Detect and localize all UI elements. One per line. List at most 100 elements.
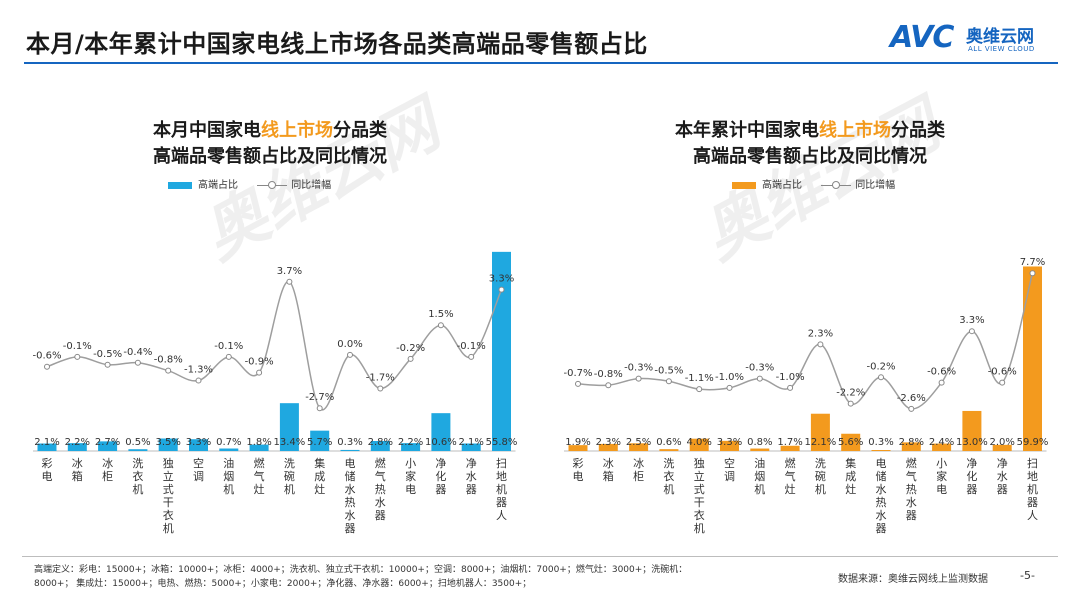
category-label: 小家电 xyxy=(936,457,947,496)
legend-line-swatch xyxy=(821,180,852,190)
bar-label: 2.1% xyxy=(458,437,483,448)
yoy-label: -1.7% xyxy=(366,372,395,383)
bar-冰箱 xyxy=(67,443,87,451)
yoy-point xyxy=(74,353,81,360)
category-label: 独立式干衣机 xyxy=(163,457,174,535)
bar-label: 2.1% xyxy=(34,437,59,448)
category-label: 电储水热水器 xyxy=(345,457,356,535)
left-title-post: 分品类 xyxy=(333,120,387,141)
bar-燃气灶 xyxy=(780,445,800,451)
yoy-label: -0.6% xyxy=(988,367,1017,378)
bar-label: 5.7% xyxy=(307,437,332,448)
category-label: 洗衣机 xyxy=(663,457,674,496)
high-end-definition-note: 高端定义：彩电：15000+；冰箱：10000+；冰柜：4000+；洗衣机、独立… xyxy=(34,565,688,589)
yoy-point xyxy=(498,286,505,293)
legend-line-label: 同比增幅 xyxy=(855,180,896,191)
category-label: 冰箱 xyxy=(603,457,614,483)
yoy-point xyxy=(407,355,414,362)
yoy-label: 7.7% xyxy=(1020,257,1045,268)
bar-燃气灶 xyxy=(249,444,269,451)
yoy-point xyxy=(847,400,854,407)
yoy-point xyxy=(817,341,824,348)
category-label: 净水器 xyxy=(466,456,477,496)
yoy-label: -1.0% xyxy=(776,372,805,383)
bar-label: 2.8% xyxy=(368,437,393,448)
left-title-line2: 高端品零售额占比及同比情况 xyxy=(153,146,387,167)
category-label: 洗衣机 xyxy=(132,457,143,496)
yoy-point xyxy=(347,351,353,358)
avc-logo: AVC 奥维云网 ALL VIEW CLOUD xyxy=(890,20,1060,60)
bar-label: 1.7% xyxy=(777,437,802,448)
category-label: 冰箱 xyxy=(72,457,83,483)
yoy-label: -0.1% xyxy=(214,341,243,352)
bar-集成灶 xyxy=(841,433,861,451)
legend-bar-swatch xyxy=(168,181,192,189)
yoy-label: -2.7% xyxy=(305,392,334,403)
category-label: 彩电 xyxy=(573,457,584,483)
bar-label: 0.3% xyxy=(868,437,893,448)
bar-洗碗机 xyxy=(279,403,299,451)
bar-label: 10.6% xyxy=(425,437,457,448)
bar-冰柜 xyxy=(629,443,649,451)
yoy-point xyxy=(726,384,733,391)
yoy-label: -0.6% xyxy=(927,367,956,378)
left-chart-title: 本月中国家电线上市场分品类 高端品零售额占比及同比情况 xyxy=(80,118,460,170)
category-label: 燃气灶 xyxy=(254,456,265,496)
yoy-point xyxy=(256,369,263,376)
logo-name-cn: 奥维云网 xyxy=(966,27,1034,47)
bar-label: 12.1% xyxy=(805,437,837,448)
bar-label: 4.0% xyxy=(686,437,711,448)
category-label: 洗碗机 xyxy=(815,457,826,496)
bar-label: 5.6% xyxy=(838,437,863,448)
bar-label: 2.2% xyxy=(398,437,423,448)
yoy-point xyxy=(134,359,141,366)
legend-bar-label: 高端占比 xyxy=(198,180,238,191)
bar-净化器 xyxy=(962,410,982,451)
yoy-label: -0.5% xyxy=(93,349,122,360)
bar-label: 59.9% xyxy=(1017,437,1049,448)
category-label: 集成灶 xyxy=(845,456,856,496)
category-label: 冰柜 xyxy=(633,457,644,483)
bar-label: 13.0% xyxy=(956,437,988,448)
bar-洗衣机 xyxy=(659,449,679,451)
yoy-point xyxy=(908,405,915,412)
bar-洗衣机 xyxy=(128,449,148,451)
yoy-label: 3.3% xyxy=(489,274,514,285)
yoy-point xyxy=(1029,270,1036,277)
left-title-pre: 本月中国家电 xyxy=(153,120,261,141)
yoy-point xyxy=(696,386,703,393)
yoy-line xyxy=(46,281,503,411)
page-number: -5- xyxy=(1020,569,1035,582)
bar-label: 2.0% xyxy=(989,437,1014,448)
yoy-label: 2.3% xyxy=(808,328,833,339)
category-label: 集成灶 xyxy=(314,456,325,496)
logo-name-en: ALL VIEW CLOUD xyxy=(968,45,1035,53)
yoy-label: 0.0% xyxy=(337,339,362,350)
bar-独立式干衣机 xyxy=(689,438,709,451)
yoy-point xyxy=(787,384,794,391)
yoy-point xyxy=(377,385,384,392)
right-title-pre: 本年累计中国家电 xyxy=(675,120,819,141)
bar-净水器 xyxy=(461,443,481,451)
bar-油烟机 xyxy=(219,448,239,451)
bar-空调 xyxy=(189,439,208,451)
category-label: 洗碗机 xyxy=(284,457,295,496)
bar-冰箱 xyxy=(598,443,618,451)
yoy-point xyxy=(437,322,444,329)
yoy-label: -0.6% xyxy=(32,351,61,362)
yoy-point xyxy=(468,353,475,360)
bar-小家电 xyxy=(401,443,421,451)
yoy-label: -0.2% xyxy=(396,343,425,354)
bar-label: 1.9% xyxy=(565,437,590,448)
left-title-highlight: 线上市场 xyxy=(261,120,333,141)
bar-label: 55.8% xyxy=(486,437,518,448)
right-chart-title: 本年累计中国家电线上市场分品类 高端品零售额占比及同比情况 xyxy=(620,118,1000,170)
bar-燃气热水器 xyxy=(370,441,390,451)
yoy-label: 1.5% xyxy=(428,309,453,320)
bar-label: 3.5% xyxy=(155,437,180,448)
bar-label: 0.8% xyxy=(747,437,772,448)
category-label: 独立式干衣机 xyxy=(694,457,705,535)
yoy-point xyxy=(286,278,293,285)
bar-label: 2.5% xyxy=(626,437,651,448)
bar-油烟机 xyxy=(750,448,770,451)
